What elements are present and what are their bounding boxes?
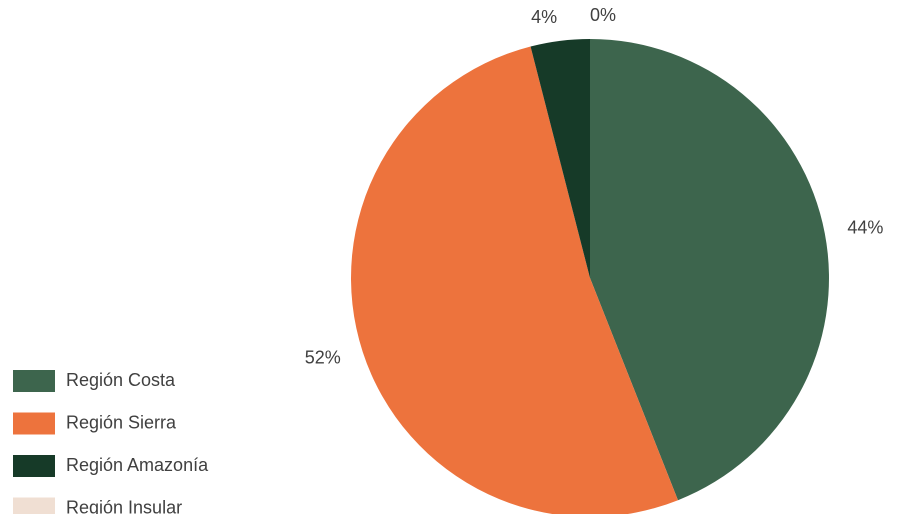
data-label: 4%	[531, 7, 557, 27]
legend-label: Región Sierra	[66, 412, 177, 432]
legend-swatch	[13, 370, 55, 392]
legend-swatch	[13, 412, 55, 435]
pie-slice	[351, 46, 678, 514]
pie-slice	[590, 39, 829, 501]
pie-slice	[530, 39, 590, 278]
data-label: 44%	[847, 218, 883, 238]
legend-swatch	[13, 455, 55, 477]
legend-label: Región Amazonía	[66, 455, 209, 475]
data-label: 0%	[590, 5, 616, 25]
legend-label: Región Costa	[66, 370, 176, 390]
legend-swatch	[13, 497, 55, 514]
legend-label: Región Insular	[66, 497, 182, 514]
data-label: 52%	[305, 348, 341, 368]
